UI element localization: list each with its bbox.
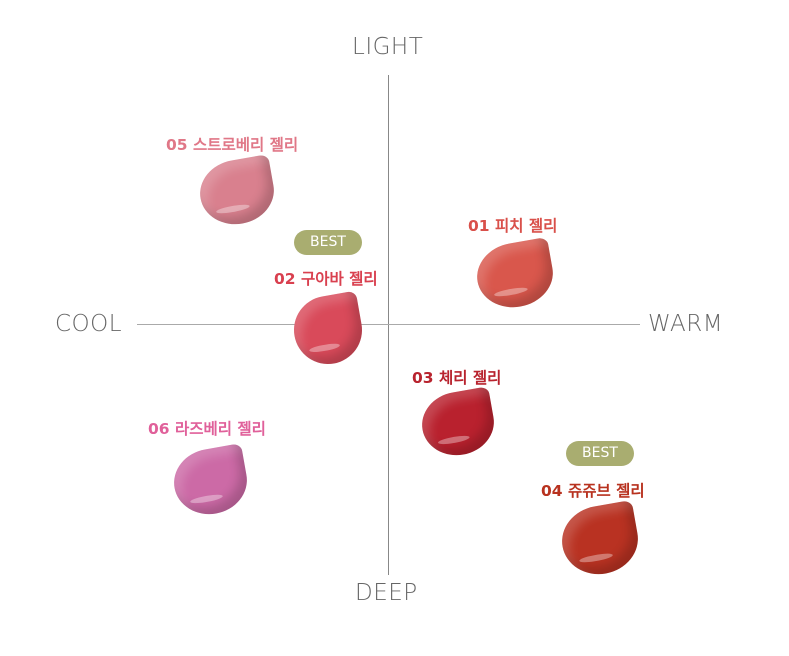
vertical-axis xyxy=(388,75,389,575)
shade-label-01: 01 피치 젤리 xyxy=(468,217,558,235)
shade-swatch-02 xyxy=(288,290,368,370)
shade-label-04: 04 쥬쥬브 젤리 xyxy=(541,482,645,500)
shade-label-02: 02 구아바 젤리 xyxy=(274,270,378,288)
shade-label-05: 05 스트로베리 젤리 xyxy=(166,136,299,154)
best-badge: BEST xyxy=(566,441,634,466)
axis-label-light: LIGHT xyxy=(352,34,424,60)
shade-swatch-04 xyxy=(556,499,644,581)
shade-swatch-05 xyxy=(195,154,279,230)
best-badge: BEST xyxy=(294,230,362,255)
axis-label-warm: WARM xyxy=(648,311,724,337)
shade-label-06: 06 라즈베리 젤리 xyxy=(148,420,266,438)
shade-swatch-06 xyxy=(168,443,253,520)
shade-label-03: 03 체리 젤리 xyxy=(412,369,502,387)
shade-swatch-01 xyxy=(472,236,558,314)
axis-label-deep: DEEP xyxy=(355,580,418,606)
shade-swatch-03 xyxy=(417,386,499,461)
axis-label-cool: COOL xyxy=(55,311,123,337)
horizontal-axis xyxy=(137,324,640,325)
